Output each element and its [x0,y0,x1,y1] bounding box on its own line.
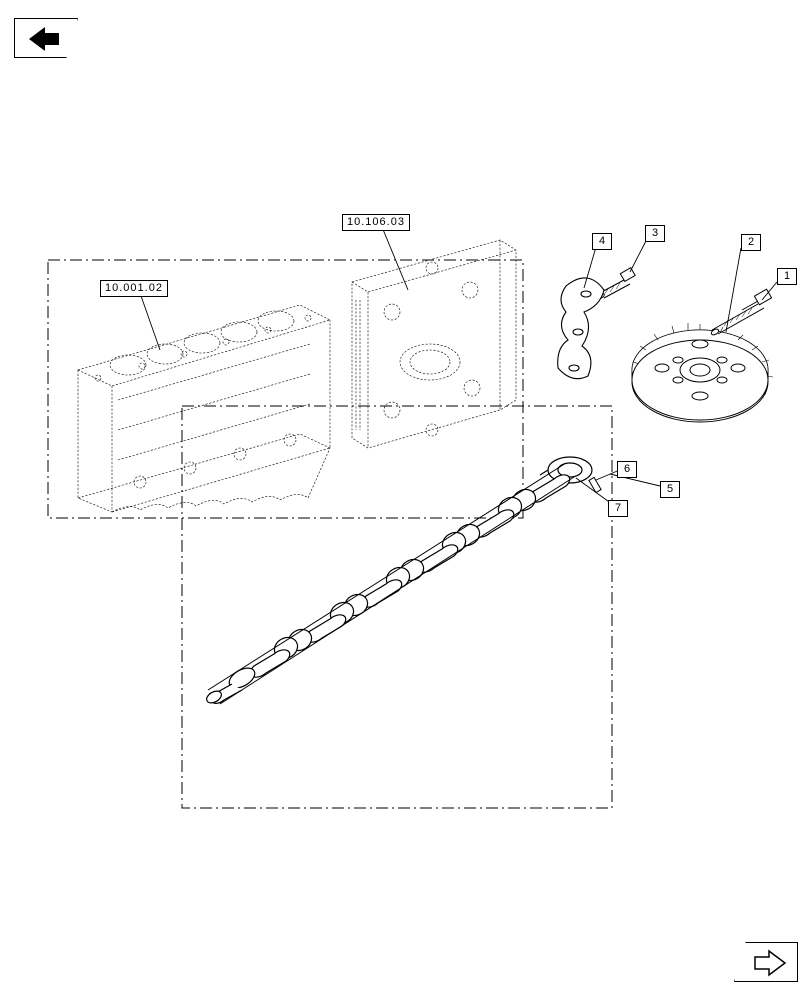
thrust-plate [558,278,604,379]
ref-gear-housing: 10.106.03 [342,214,410,231]
callout-5: 5 [660,481,680,498]
cam-gear [632,323,773,422]
bolt-1 [710,289,771,336]
callout-1: 1 [777,268,797,285]
callout-3: 3 [645,225,665,242]
parts-diagram [0,0,812,1000]
crankcase-phantom [78,305,330,512]
camshaft [205,457,592,705]
callout-6: 6 [617,461,637,478]
callout-2: 2 [741,234,761,251]
camshaft-key [589,477,601,492]
ref-crankcase: 10.001.02 [100,280,168,297]
gear-housing-phantom [352,240,516,448]
callout-7: 7 [608,500,628,517]
callout-4: 4 [592,233,612,250]
